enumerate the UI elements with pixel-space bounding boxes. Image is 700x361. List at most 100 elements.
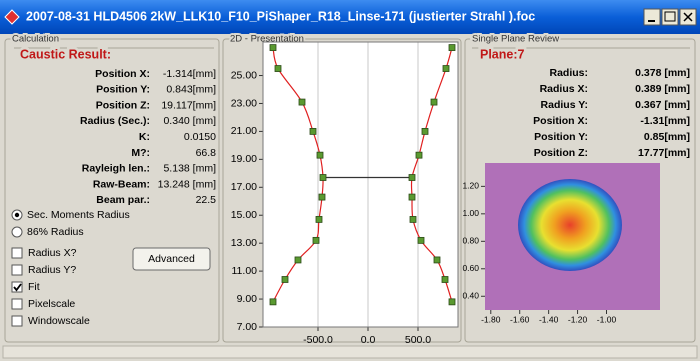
- data-point: [409, 175, 415, 181]
- data-point: [422, 128, 428, 134]
- x-tick-label: -1.00: [597, 314, 617, 324]
- data-point: [282, 277, 288, 283]
- y-tick-label: 0.40: [462, 291, 479, 301]
- field-value: 0.843[mm]: [166, 84, 216, 96]
- field-value: 17.77[mm]: [638, 147, 690, 159]
- y-tick-label: 17.00: [231, 181, 257, 193]
- field-value: 0.85[mm]: [644, 131, 690, 143]
- y-tick-label: 9.00: [237, 293, 258, 305]
- maximize-button[interactable]: [662, 9, 678, 25]
- radio-dot: [15, 213, 19, 217]
- field-label: Position X:: [533, 115, 588, 127]
- window-title: 2007-08-31 HLD4506 2kW_LLK10_F10_PiShape…: [26, 9, 535, 23]
- beam-spot: [518, 179, 622, 271]
- data-point: [443, 66, 449, 72]
- data-point: [416, 152, 422, 158]
- field-label: Radius Y:: [541, 99, 588, 111]
- field-value: 0.0150: [184, 131, 216, 143]
- y-tick-label: 0.80: [462, 236, 479, 246]
- field-label: Position X:: [95, 68, 150, 80]
- data-point: [299, 99, 305, 105]
- radio-button[interactable]: [12, 227, 22, 237]
- data-point: [449, 299, 455, 305]
- data-point: [319, 194, 325, 200]
- data-point: [317, 152, 323, 158]
- y-tick-label: 25.00: [231, 69, 257, 81]
- y-tick-label: 1.00: [462, 208, 479, 218]
- field-value: 0.389 [mm]: [635, 83, 690, 95]
- checkbox[interactable]: [12, 265, 22, 275]
- data-point: [275, 66, 281, 72]
- radio-label[interactable]: Sec. Moments Radius: [27, 209, 130, 221]
- checkbox[interactable]: [12, 299, 22, 309]
- status-bar: [3, 346, 697, 358]
- data-point: [316, 216, 322, 222]
- field-value: 19.117[mm]: [161, 99, 216, 111]
- window-controls: [644, 9, 696, 25]
- y-tick-label: 21.00: [231, 125, 257, 137]
- y-tick-label: 15.00: [231, 209, 257, 221]
- field-label: Radius (Sec.):: [80, 115, 150, 127]
- checkbox[interactable]: [12, 248, 22, 258]
- field-value: -1.31[mm]: [640, 115, 690, 127]
- y-tick-label: 13.00: [231, 237, 257, 249]
- field-label: Raw-Beam:: [93, 178, 150, 190]
- data-point: [434, 257, 440, 263]
- data-point: [418, 237, 424, 243]
- checkbox[interactable]: [12, 316, 22, 326]
- field-value: -1.314[mm]: [163, 68, 216, 80]
- field-label: Position Y:: [534, 131, 588, 143]
- data-point: [310, 128, 316, 134]
- data-point: [409, 194, 415, 200]
- checkbox-label[interactable]: Pixelscale: [28, 298, 75, 310]
- y-tick-label: 1.20: [462, 181, 479, 191]
- data-point: [320, 175, 326, 181]
- plane-heading: Plane:7: [480, 47, 525, 61]
- button-label[interactable]: Advanced: [148, 253, 195, 265]
- y-tick-label: 7.00: [237, 321, 258, 333]
- field-value: 13.248 [mm]: [158, 178, 216, 190]
- field-label: K:: [139, 131, 150, 143]
- field-label: Radius:: [549, 67, 588, 79]
- x-tick-label: -1.60: [510, 314, 530, 324]
- group-label: Single Plane Review: [472, 34, 559, 45]
- field-label: Position Y:: [96, 84, 150, 96]
- y-tick-label: 19.00: [231, 153, 257, 165]
- field-label: Position Z:: [96, 99, 150, 111]
- minimize-button[interactable]: [644, 9, 660, 25]
- y-tick-label: 23.00: [231, 97, 257, 109]
- data-point: [270, 45, 276, 51]
- x-tick-label: -500.0: [303, 334, 333, 346]
- data-point: [270, 299, 276, 305]
- field-value: 0.367 [mm]: [635, 99, 690, 111]
- y-tick-label: 0.60: [462, 263, 479, 273]
- data-point: [431, 99, 437, 105]
- radio-label[interactable]: 86% Radius: [27, 226, 84, 238]
- checkbox-label[interactable]: Radius X?: [28, 247, 77, 259]
- field-value: 0.340 [mm]: [163, 115, 216, 127]
- group-label: Calculation: [12, 34, 59, 45]
- data-point: [295, 257, 301, 263]
- x-tick-label: -1.20: [568, 314, 588, 324]
- caustic-heading: Caustic Result:: [20, 47, 111, 61]
- field-value: 22.5: [196, 194, 217, 206]
- x-tick-label: -1.40: [539, 314, 559, 324]
- checkbox-label[interactable]: Radius Y?: [28, 264, 76, 276]
- x-tick-label: -1.80: [481, 314, 501, 324]
- field-value: 0.378 [mm]: [635, 67, 690, 79]
- data-point: [313, 237, 319, 243]
- y-tick-label: 11.00: [232, 265, 258, 277]
- field-label: Position Z:: [534, 147, 588, 159]
- field-label: Rayleigh len.:: [82, 163, 150, 175]
- x-tick-label: 0.0: [361, 334, 376, 346]
- data-point: [442, 277, 448, 283]
- field-label: Radius X:: [540, 83, 588, 95]
- x-tick-label: 500.0: [405, 334, 431, 346]
- checkbox-label[interactable]: Fit: [28, 281, 40, 293]
- data-point: [410, 216, 416, 222]
- app-window: 2007-08-31 HLD4506 2kW_LLK10_F10_PiShape…: [0, 0, 700, 361]
- field-label: Beam par.:: [96, 194, 150, 206]
- field-value: 66.8: [196, 147, 217, 159]
- checkbox-label[interactable]: Windowscale: [28, 315, 90, 327]
- plot-area: [263, 42, 458, 327]
